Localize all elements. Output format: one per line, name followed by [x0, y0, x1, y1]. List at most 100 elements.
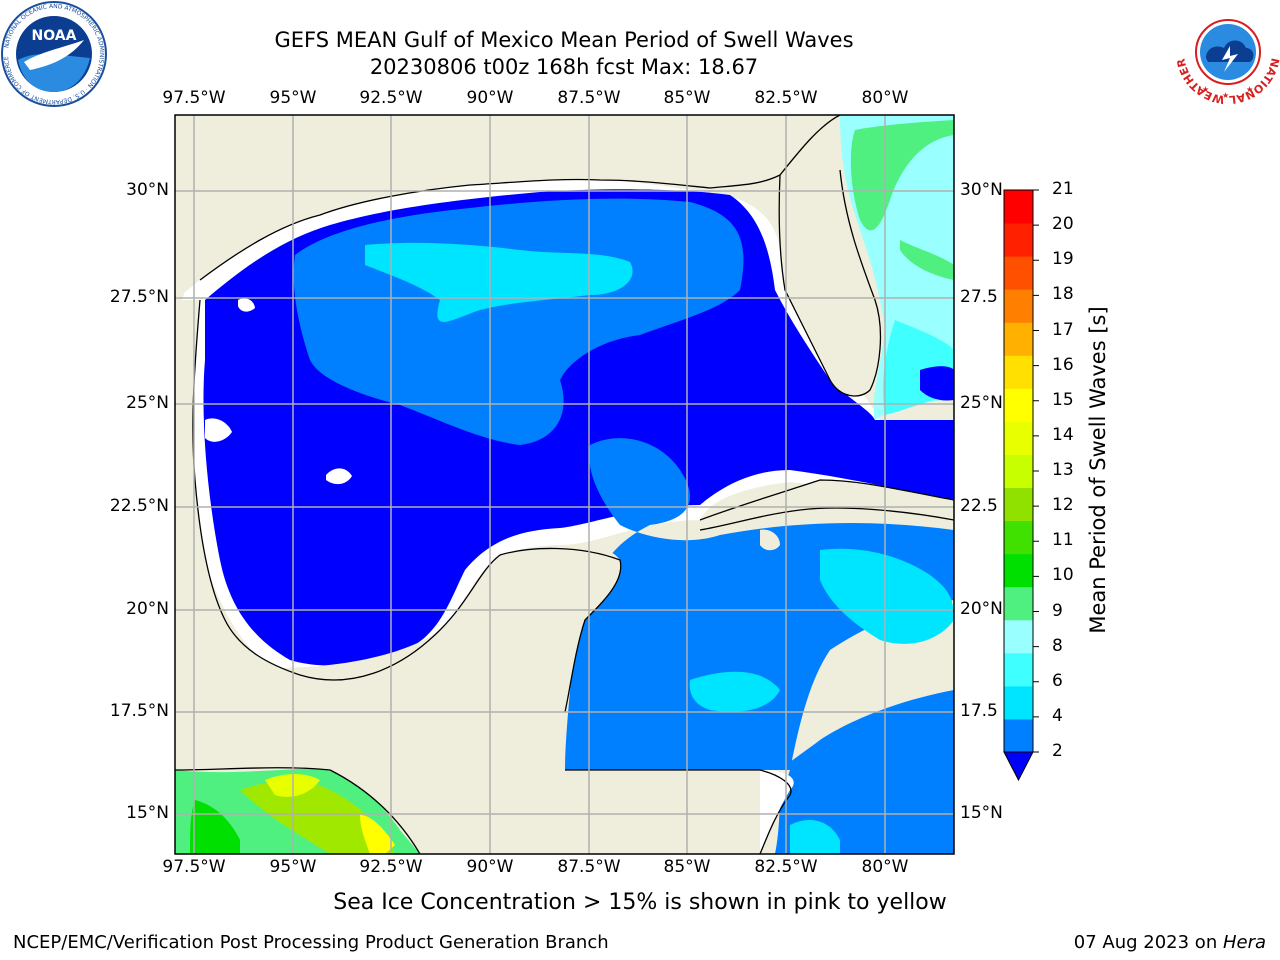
swell-period-4-caribbean — [565, 438, 954, 770]
map-title: GEFS MEAN Gulf of Mexico Mean Period of … — [274, 28, 854, 52]
colorbar-tick-label: 9 — [1052, 600, 1063, 621]
colorbar-tick-label: 11 — [1052, 530, 1074, 551]
swell-period-9-atlantic-b — [900, 240, 954, 280]
colorbar-segment — [1004, 322, 1033, 356]
colorbar-segment — [1004, 586, 1033, 621]
swell-period-6-caribbean — [820, 548, 954, 644]
colorbar-segment — [1004, 223, 1033, 257]
coastline-honduras — [565, 769, 792, 854]
host-name: Hera — [1222, 932, 1266, 953]
lat-tick-label: 17.5°N — [109, 701, 169, 721]
colorbar-tick-label: 13 — [1052, 460, 1074, 480]
no-data-hole — [326, 468, 352, 485]
map-figure — [174, 114, 1039, 855]
colorbar-tick-label: 21 — [1052, 179, 1074, 199]
lon-tick-label: 87.5°W — [557, 857, 621, 877]
mexico-west-coast — [175, 300, 300, 680]
lon-tick-label: 95°W — [269, 88, 317, 108]
lon-tick-label: 87.5°W — [557, 88, 621, 108]
colorbar — [1003, 189, 1039, 782]
north-coast — [175, 115, 840, 300]
lon-tick-label: 80°W — [861, 88, 909, 108]
lon-tick-label: 85°W — [663, 88, 711, 108]
colorbar-segment — [1004, 289, 1033, 323]
colorbar-segment — [1004, 520, 1033, 555]
colorbar-segment — [1004, 487, 1033, 522]
colorbar-extension — [1003, 751, 1034, 782]
lat-tick-label: 27.5 — [960, 287, 998, 307]
colorbar-tick-label: 18 — [1052, 284, 1074, 305]
noaa-logo: NATIONAL OCEANIC AND ATMOSPHERIC ADMINIS… — [1, 1, 107, 107]
colorbar-segment — [1004, 355, 1033, 389]
lon-tick-label: 90°W — [466, 857, 514, 877]
colorbar-segment — [1004, 454, 1033, 489]
svg-text:★: ★ — [1202, 85, 1209, 94]
colorbar-label: Mean Period of Swell Waves [s] — [1086, 306, 1110, 634]
swell-period-6-south — [689, 671, 780, 712]
noaa-logo-text: NOAA — [32, 28, 77, 44]
colorbar-tick-label: 16 — [1052, 354, 1074, 375]
map-frame — [174, 114, 955, 855]
colorbar-tick-label: 4 — [1052, 705, 1063, 726]
lat-tick-label: 25°N — [960, 393, 1003, 413]
lat-tick-label: 22.5 — [960, 496, 998, 516]
lat-tick-label: 30°N — [960, 180, 1003, 200]
swell-period-9-atlantic — [850, 120, 954, 231]
lat-tick-label: 27.5°N — [109, 287, 169, 307]
coastline-mexico — [192, 299, 622, 713]
lon-tick-label: 85°W — [663, 857, 711, 877]
lat-tick-label: 25°N — [126, 393, 169, 413]
central-america — [175, 712, 790, 854]
swell-period-2-atlantic — [920, 366, 954, 401]
coastline-florida — [778, 169, 882, 397]
colorbar-tick-label: 12 — [1052, 495, 1074, 516]
colorbar-tick-label: 17 — [1052, 319, 1074, 340]
map-subtitle: 20230806 t00z 168h fcst Max: 18.67 — [369, 55, 759, 79]
lon-tick-label: 97.5°W — [162, 88, 226, 108]
lat-tick-label: 15°N — [126, 803, 169, 823]
no-data-hole — [238, 298, 255, 312]
lon-tick-label: 92.5°W — [359, 88, 423, 108]
colorbar-segment — [1004, 652, 1033, 687]
lon-tick-label: 92.5°W — [359, 857, 423, 877]
swell-period-4-south — [775, 690, 954, 854]
colorbar-tick-label: 14 — [1052, 424, 1074, 445]
svg-text:★: ★ — [1246, 85, 1253, 94]
cuba-island — [700, 480, 954, 530]
colorbar-segment — [1004, 685, 1033, 720]
lat-tick-label: 20°N — [960, 599, 1003, 619]
colorbar-tick-label: 6 — [1052, 670, 1063, 691]
swell-period-15-pacific — [360, 815, 395, 854]
colorbar-tick-label: 19 — [1052, 249, 1074, 270]
lat-tick-label: 22.5°N — [109, 496, 169, 516]
lon-tick-label: 80°W — [861, 857, 909, 877]
lon-tick-label: 95°W — [269, 857, 317, 877]
colorbar-segment — [1004, 388, 1033, 422]
colorbar-segment — [1004, 718, 1033, 753]
swell-period-6-bottom — [790, 820, 840, 854]
lon-tick-label: 97.5°W — [162, 857, 226, 877]
lon-tick-label: 90°W — [466, 88, 514, 108]
graticule — [175, 115, 954, 854]
lon-tick-label: 82.5°W — [754, 88, 818, 108]
colorbar-segment — [1004, 421, 1033, 455]
colorbar-tick-label: 20 — [1052, 214, 1074, 235]
lat-tick-label: 30°N — [126, 180, 169, 200]
credit-text: NCEP/EMC/Verification Post Processing Pr… — [13, 932, 609, 953]
colorbar-tick-label: 2 — [1052, 741, 1063, 761]
florida-peninsula — [779, 115, 881, 396]
lat-tick-label: 17.5 — [960, 701, 998, 721]
date-value: 07 Aug 2023 on — [1073, 932, 1223, 953]
sea-ice-note: Sea Ice Concentration > 15% is shown in … — [333, 890, 947, 915]
no-data-hole — [205, 418, 232, 442]
lat-tick-label: 15°N — [960, 803, 1003, 823]
svg-text:★: ★ — [1222, 91, 1229, 100]
colorbar-tick-label: 8 — [1052, 635, 1063, 656]
colorbar-segment — [1004, 190, 1033, 224]
colorbar-segment — [1004, 553, 1033, 588]
swell-period-6-north-gulf — [365, 242, 633, 322]
colorbar-tick-label: 15 — [1052, 389, 1074, 410]
isla-de-la-juventud — [760, 529, 780, 551]
swell-period-12-pacific — [240, 780, 395, 854]
lon-tick-label: 82.5°W — [754, 857, 818, 877]
